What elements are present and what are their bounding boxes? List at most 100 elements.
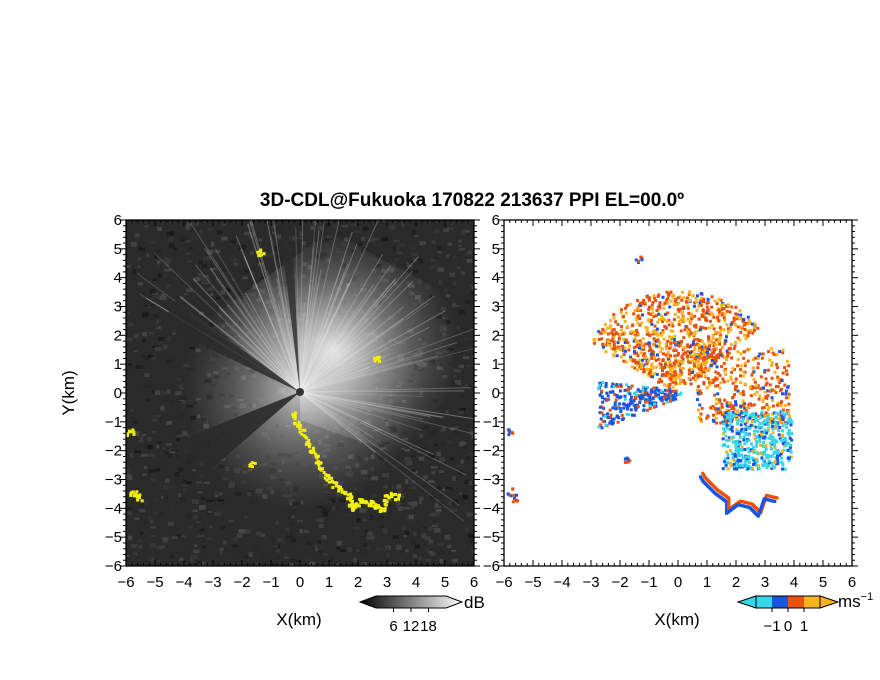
noise-speckle <box>318 523 324 529</box>
velocity-pixel <box>658 362 662 366</box>
velocity-pixel <box>668 393 672 397</box>
velocity-pixel <box>623 340 627 344</box>
velocity-pixel <box>611 421 615 425</box>
velocity-pixel <box>660 314 664 318</box>
velocity-pixel <box>629 331 633 335</box>
velocity-pixel <box>756 384 760 388</box>
y-tick-label: 6 <box>114 212 122 229</box>
velocity-pixel <box>722 460 726 464</box>
velocity-pixel <box>649 372 653 376</box>
noise-speckle <box>251 271 255 277</box>
velocity-pixel <box>758 394 762 398</box>
velocity-pixel <box>755 385 759 389</box>
noise-speckle <box>258 238 262 241</box>
velocity-pixel <box>718 331 722 335</box>
noise-speckle <box>219 550 223 555</box>
noise-speckle <box>430 257 434 263</box>
strong-echo-pixel <box>302 434 306 438</box>
noise-speckle <box>456 350 461 353</box>
velocity-pixel <box>729 437 733 441</box>
velocity-pixel <box>674 373 678 377</box>
velocity-pixel <box>636 321 640 325</box>
velocity-pixel <box>681 305 685 309</box>
velocity-pixel <box>727 330 731 334</box>
velocity-pixel <box>770 466 774 470</box>
noise-speckle <box>442 227 450 233</box>
velocity-pixel <box>672 341 676 345</box>
velocity-pixel <box>752 325 756 329</box>
velocity-pixel <box>693 357 697 361</box>
velocity-pixel <box>728 401 732 405</box>
noise-speckle <box>463 230 471 233</box>
noise-speckle <box>190 473 195 477</box>
noise-speckle <box>404 457 411 461</box>
velocity-pixel <box>739 381 743 385</box>
velocity-pixel <box>617 336 621 340</box>
noise-speckle <box>206 256 211 261</box>
velocity-pixel <box>773 459 777 463</box>
velocity-pixel <box>729 413 733 417</box>
noise-speckle <box>316 555 321 560</box>
velocity-pixel <box>715 397 719 401</box>
velocity-pixel <box>671 371 675 375</box>
velocity-pixel <box>755 439 759 443</box>
noise-speckle <box>166 336 171 342</box>
noise-speckle <box>291 538 297 542</box>
velocity-pixel <box>765 463 769 467</box>
noise-speckle <box>396 544 402 550</box>
velocity-pixel <box>641 396 645 400</box>
velocity-pixel <box>697 343 701 347</box>
velocity-pixel <box>655 327 659 331</box>
noise-speckle <box>450 427 455 431</box>
velocity-pixel <box>683 328 687 332</box>
velocity-pixel <box>711 355 715 359</box>
velocity-pixel <box>597 425 601 429</box>
velocity-pixel <box>790 432 794 436</box>
noise-speckle <box>364 504 371 508</box>
velocity-pixel <box>781 348 785 352</box>
noise-speckle <box>423 475 428 480</box>
noise-speckle <box>176 453 180 459</box>
noise-speckle <box>151 356 156 361</box>
strong-echo-pixel <box>293 413 297 417</box>
velocity-pixel <box>652 405 656 409</box>
velocity-pixel <box>733 454 737 458</box>
velocity-pixel <box>724 463 728 467</box>
noise-speckle <box>276 225 284 231</box>
velocity-pixel <box>671 295 675 299</box>
noise-speckle <box>284 540 290 545</box>
velocity-pixel <box>688 291 692 295</box>
noise-speckle <box>130 453 134 458</box>
noise-speckle <box>427 526 433 531</box>
velocity-pixel <box>753 461 757 465</box>
velocity-pixel <box>669 369 673 373</box>
velocity-pixel <box>723 312 727 316</box>
velocity-pixel <box>736 364 740 368</box>
noise-speckle <box>426 501 433 505</box>
velocity-pixel <box>775 440 779 444</box>
velocity-pixel <box>661 352 665 356</box>
noise-speckle <box>316 223 323 228</box>
velocity-pixel <box>667 318 671 322</box>
velocity-pixel <box>697 304 701 308</box>
velocity-colorbar-ticks: −1 0 1 <box>763 608 808 635</box>
noise-speckle <box>388 224 396 230</box>
velocity-pixel <box>715 421 719 425</box>
x-tick-label: −6 <box>495 574 512 591</box>
velocity-pixel <box>599 417 603 421</box>
noise-speckle <box>195 222 200 227</box>
velocity-pixel <box>673 312 677 316</box>
velocity-pixel <box>658 317 662 321</box>
noise-speckle <box>317 540 321 546</box>
velocity-pixel <box>654 404 658 408</box>
velocity-pixel <box>728 448 732 452</box>
velocity-pixel <box>763 369 767 373</box>
noise-speckle <box>430 265 436 269</box>
noise-speckle <box>199 229 203 234</box>
noise-speckle <box>233 537 238 542</box>
velocity-pixel <box>647 371 651 375</box>
noise-speckle <box>142 520 149 525</box>
velocity-pixel <box>761 414 765 418</box>
noise-speckle <box>186 260 193 263</box>
velocity-pixel <box>600 426 604 430</box>
